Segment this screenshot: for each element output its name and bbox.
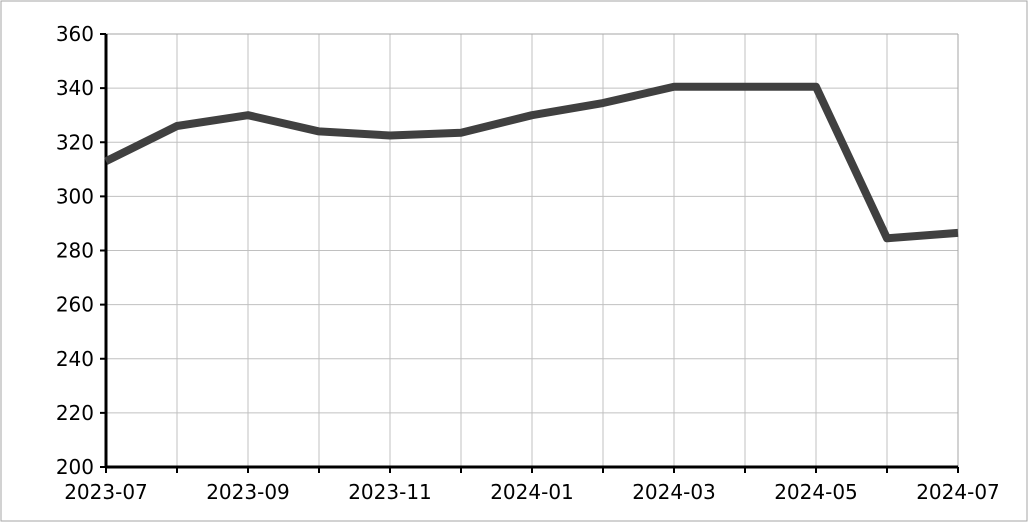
y-tick-label: 200	[56, 455, 94, 479]
x-tick-label: 2023-09	[206, 480, 290, 504]
x-tick-label: 2023-11	[348, 480, 432, 504]
y-tick-label: 260	[56, 293, 94, 317]
y-tick-label: 360	[56, 22, 94, 46]
y-tick-label: 300	[56, 184, 94, 208]
y-tick-label: 220	[56, 401, 94, 425]
x-tick-label: 2024-01	[490, 480, 574, 504]
x-tick-label: 2023-07	[64, 480, 148, 504]
y-tick-label: 340	[56, 76, 94, 100]
y-tick-label: 320	[56, 130, 94, 154]
x-tick-label: 2024-05	[774, 480, 858, 504]
x-tick-label: 2024-03	[632, 480, 716, 504]
y-tick-label: 240	[56, 347, 94, 371]
y-tick-labels: 200 220 240 260 280 300 320 340 360	[56, 22, 94, 479]
x-tick-label: 2024-07	[916, 480, 1000, 504]
y-tick-label: 280	[56, 239, 94, 263]
